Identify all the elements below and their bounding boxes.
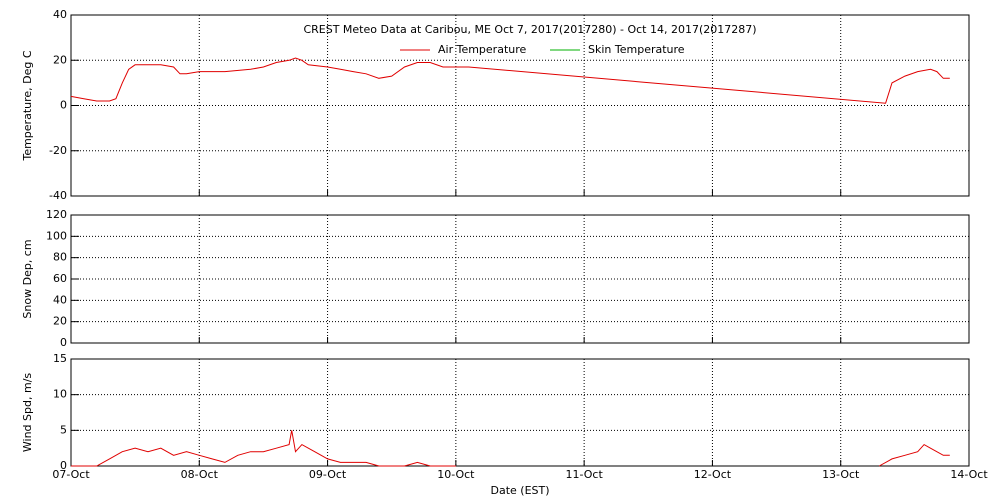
y-tick-label: 0 <box>60 99 67 112</box>
y-axis-label: Snow Dep, cm <box>21 239 34 318</box>
x-tick-label: 11-Oct <box>565 468 603 481</box>
legend-label: Air Temperature <box>438 43 527 56</box>
y-tick-label: 40 <box>53 293 67 306</box>
y-tick-label: 100 <box>46 229 67 242</box>
x-tick-label: 13-Oct <box>822 468 860 481</box>
x-tick-label: 08-Oct <box>181 468 219 481</box>
x-tick-label: 14-Oct <box>950 468 988 481</box>
y-tick-label: 0 <box>60 336 67 349</box>
chart-title: CREST Meteo Data at Caribou, ME Oct 7, 2… <box>303 23 756 36</box>
y-tick-label: 10 <box>53 388 67 401</box>
y-axis-label: Temperature, Deg C <box>21 50 34 161</box>
y-tick-label: -40 <box>49 189 67 202</box>
y-tick-label: 20 <box>53 53 67 66</box>
y-tick-label: 15 <box>53 352 67 365</box>
y-tick-label: 80 <box>53 251 67 264</box>
y-tick-label: 60 <box>53 272 67 285</box>
x-tick-label: 09-Oct <box>309 468 347 481</box>
legend-label: Skin Temperature <box>588 43 685 56</box>
x-axis-label: Date (EST) <box>490 484 549 497</box>
y-tick-label: 20 <box>53 315 67 328</box>
x-tick-label: 12-Oct <box>694 468 732 481</box>
plot-frame <box>70 214 970 344</box>
x-tick-label: 07-Oct <box>52 468 90 481</box>
series-line <box>71 430 950 467</box>
series-line <box>70 57 950 104</box>
y-tick-label: 40 <box>53 8 67 21</box>
y-tick-label: 120 <box>46 208 67 221</box>
y-tick-label: 0 <box>60 459 67 472</box>
y-tick-label: 5 <box>60 423 67 436</box>
y-tick-label: -20 <box>49 144 67 157</box>
x-tick-label: 10-Oct <box>437 468 475 481</box>
y-axis-label: Wind Spd, m/s <box>21 373 34 453</box>
plot-frame <box>70 358 970 467</box>
